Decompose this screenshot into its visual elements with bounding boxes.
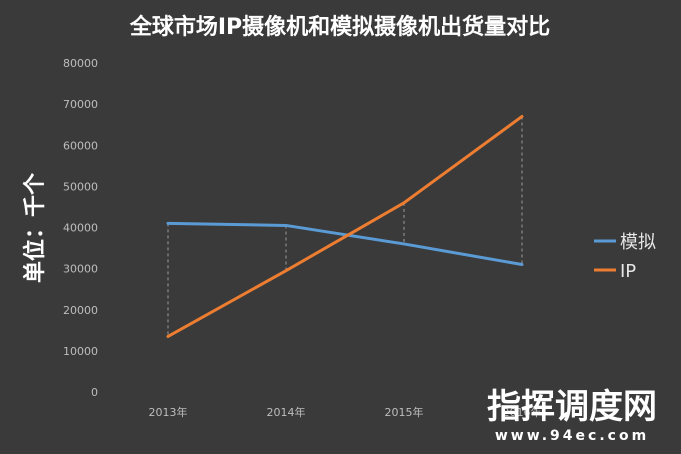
legend-label: IP (620, 261, 636, 282)
watermark-text: 指挥调度网 (487, 387, 657, 427)
legend-label: 模拟 (620, 232, 656, 253)
y-tick-labels: 0 10000 20000 30000 40000 50000 60000 70000 8000… (63, 57, 98, 399)
x-tick-labels: 2013年 2014年 2015年 2016年 (149, 405, 542, 419)
series-line-ip (166, 114, 524, 338)
y-tick-label: 20000 (63, 304, 98, 317)
y-tick-label: 0 (91, 386, 98, 399)
x-tick-label: 2015年 (385, 405, 424, 419)
y-tick-label: 10000 (63, 345, 98, 358)
y-tick-label: 40000 (63, 222, 98, 235)
x-tick-label: 2016年 (503, 405, 542, 419)
y-tick-label: 70000 (63, 98, 98, 111)
y-tick-label: 50000 (63, 180, 98, 193)
y-tick-label: 30000 (63, 263, 98, 276)
series-line-analog (166, 221, 524, 267)
watermark-url: www.94ec.com (495, 428, 649, 444)
x-tick-label: 2014年 (267, 405, 306, 419)
y-tick-label: 80000 (63, 57, 98, 70)
y-tick-label: 60000 (63, 139, 98, 152)
series-lines (166, 114, 524, 338)
x-tick-label: 2013年 (149, 405, 188, 419)
chart-title: 全球市场IP摄像机和模拟摄像机出货量对比 (129, 14, 550, 40)
legend: 模拟 IP (594, 232, 656, 282)
drop-lines (167, 116, 523, 337)
y-axis-title: 单位：千个 (22, 172, 48, 283)
watermark: 指挥调度网 www.94ec.com (487, 387, 657, 444)
